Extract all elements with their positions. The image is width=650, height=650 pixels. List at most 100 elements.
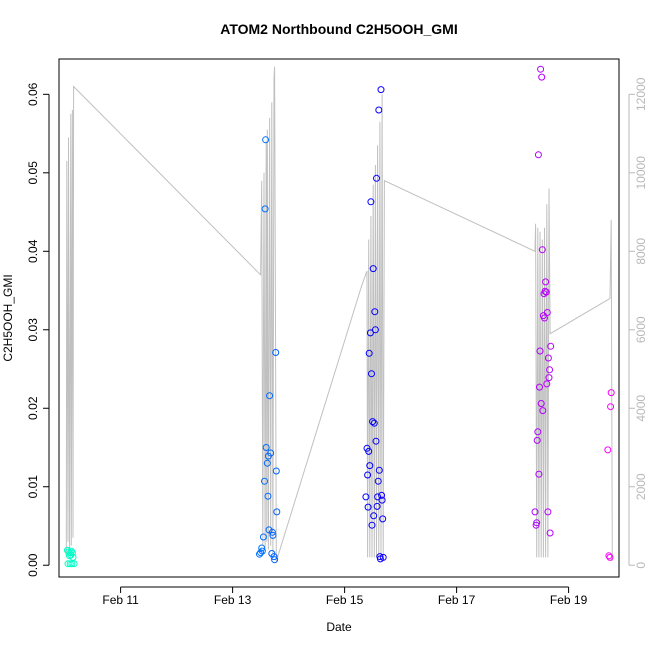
data-point	[362, 493, 370, 501]
data-point	[262, 444, 270, 451]
y2-tick-label: 12000	[634, 77, 648, 111]
data-point	[366, 329, 374, 337]
data-point	[546, 529, 554, 537]
data-point	[263, 459, 271, 467]
data-point	[369, 418, 377, 426]
data-point	[68, 560, 76, 568]
data-point	[531, 508, 539, 516]
data-point	[379, 515, 387, 523]
data-point	[261, 205, 269, 213]
data-point	[537, 400, 545, 407]
data-point	[378, 496, 386, 504]
scatter-point-layer	[63, 65, 615, 568]
data-point	[70, 560, 78, 568]
y-tick-label: 0.00	[26, 553, 40, 577]
data-point	[273, 508, 281, 516]
axes-layer: Feb 11 Feb 13 Feb 15 Feb 17 Feb 19 0.00 0.01 0.…	[26, 77, 648, 607]
data-point	[365, 349, 373, 357]
x-tick-label: Feb 19	[550, 593, 588, 607]
data-point	[262, 136, 270, 144]
altitude-line-layer	[65, 66, 613, 562]
data-point	[533, 436, 541, 444]
chart-title: ATOM2 Northbound C2H5OOH_GMI	[220, 21, 457, 37]
y-tick-label: 0.03	[26, 318, 40, 342]
data-point	[369, 265, 377, 273]
data-point	[534, 151, 542, 159]
data-point	[372, 437, 380, 445]
data-point	[373, 174, 380, 182]
x-tick-label: Feb 15	[326, 593, 364, 607]
data-point	[257, 549, 265, 557]
data-point	[364, 503, 372, 511]
data-point	[261, 477, 268, 485]
data-point	[547, 342, 555, 350]
data-point	[271, 556, 279, 564]
data-point	[366, 462, 374, 470]
data-point	[542, 288, 550, 296]
data-point	[546, 366, 554, 374]
data-point	[370, 512, 378, 520]
data-point	[266, 392, 274, 400]
y-tick-label: 0.06	[26, 82, 40, 106]
y2-tick-label: 0	[634, 562, 648, 569]
data-point	[545, 374, 553, 382]
data-point	[67, 547, 75, 555]
data-point	[541, 287, 549, 295]
y-tick-label: 0.04	[26, 239, 40, 263]
data-point	[270, 553, 278, 561]
data-point	[272, 349, 280, 356]
data-point	[607, 389, 615, 397]
y2-tick-label: 4000	[634, 395, 648, 422]
x-axis-label: Date	[326, 620, 352, 634]
data-point	[537, 65, 545, 73]
y-axis-label: C2H5OOH_GMI	[1, 274, 15, 361]
x-tick-label: Feb 11	[102, 593, 139, 607]
data-point	[377, 86, 385, 94]
data-point	[535, 470, 543, 478]
data-point	[538, 246, 546, 254]
data-point	[267, 449, 275, 457]
y2-tick-label: 8000	[634, 238, 648, 265]
x-tick-label: Feb 13	[214, 593, 252, 607]
data-point	[536, 347, 544, 355]
data-point	[544, 354, 552, 362]
data-point	[534, 428, 542, 436]
y-tick-label: 0.02	[26, 396, 40, 420]
data-point	[370, 419, 378, 427]
data-point	[371, 308, 379, 316]
data-point	[605, 552, 613, 560]
data-point	[544, 508, 552, 516]
data-point	[259, 533, 267, 541]
data-point	[533, 519, 541, 527]
data-point	[378, 491, 386, 499]
data-point	[368, 370, 375, 378]
data-point	[367, 198, 375, 206]
data-point	[607, 403, 615, 411]
data-point	[368, 521, 376, 529]
data-point	[543, 380, 551, 388]
altitude-series-line	[65, 66, 613, 562]
data-point	[68, 549, 76, 557]
data-point	[542, 278, 550, 286]
data-point	[272, 467, 280, 475]
data-point	[606, 553, 614, 561]
data-point	[379, 553, 387, 561]
data-point	[374, 477, 382, 485]
x-tick-label: Feb 17	[438, 593, 476, 607]
data-point	[536, 383, 543, 391]
data-point	[258, 544, 266, 552]
data-point	[539, 407, 547, 415]
y2-tick-label: 6000	[634, 316, 648, 343]
data-point	[268, 528, 276, 536]
data-point	[269, 531, 277, 539]
y2-tick-label: 10000	[634, 156, 648, 190]
data-point	[375, 106, 383, 114]
y-tick-label: 0.01	[26, 475, 40, 499]
data-point	[365, 447, 373, 455]
data-point	[371, 326, 379, 334]
data-point	[373, 502, 381, 510]
y2-tick-label: 2000	[634, 473, 648, 500]
data-point	[374, 493, 382, 501]
data-point	[538, 73, 546, 81]
